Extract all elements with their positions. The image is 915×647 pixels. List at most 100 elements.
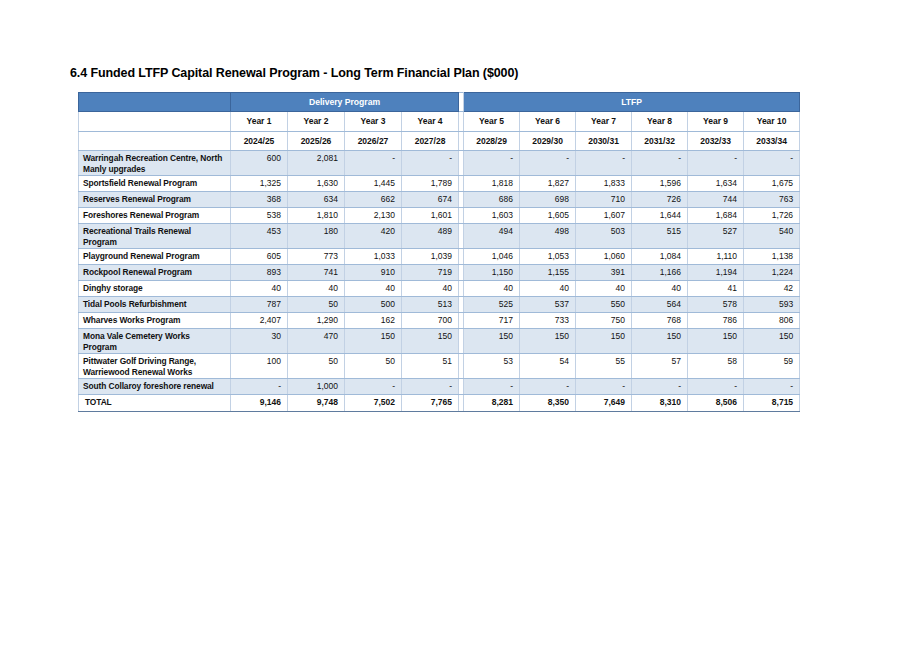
year-header: Year 7 bbox=[576, 112, 632, 132]
value-cell: - bbox=[464, 379, 520, 395]
value-cell: 719 bbox=[402, 265, 459, 281]
value-cell: 503 bbox=[576, 224, 632, 249]
fiscal-year-header: 2031/32 bbox=[632, 132, 688, 151]
value-cell: 525 bbox=[464, 297, 520, 313]
value-cell: 1,630 bbox=[288, 176, 345, 192]
total-value-cell: 8,281 bbox=[464, 395, 520, 412]
value-cell: 750 bbox=[576, 313, 632, 329]
total-label: TOTAL bbox=[79, 395, 231, 412]
value-cell: 674 bbox=[402, 192, 459, 208]
value-cell: 910 bbox=[345, 265, 402, 281]
value-cell: 1,084 bbox=[632, 249, 688, 265]
value-cell: 1,607 bbox=[576, 208, 632, 224]
table-row: Tidal Pools Refurbishment787505005135255… bbox=[79, 297, 800, 313]
value-cell: - bbox=[402, 379, 459, 395]
value-cell: 634 bbox=[288, 192, 345, 208]
value-cell: 744 bbox=[688, 192, 744, 208]
value-cell: 150 bbox=[345, 329, 402, 354]
value-cell: 1,150 bbox=[464, 265, 520, 281]
value-cell: 1,060 bbox=[576, 249, 632, 265]
value-cell: - bbox=[688, 151, 744, 176]
value-cell: 662 bbox=[345, 192, 402, 208]
fiscal-year-header: 2028/29 bbox=[464, 132, 520, 151]
fiscal-year-header: 2032/33 bbox=[688, 132, 744, 151]
value-cell: 150 bbox=[688, 329, 744, 354]
value-cell: 768 bbox=[632, 313, 688, 329]
table-row: Playground Renewal Program6057731,0331,0… bbox=[79, 249, 800, 265]
value-cell: 787 bbox=[231, 297, 288, 313]
value-cell: - bbox=[744, 151, 800, 176]
value-cell: - bbox=[576, 151, 632, 176]
value-cell: 40 bbox=[345, 281, 402, 297]
value-cell: 498 bbox=[520, 224, 576, 249]
table-row: Foreshores Renewal Program5381,8102,1301… bbox=[79, 208, 800, 224]
value-cell: 1,596 bbox=[632, 176, 688, 192]
value-cell: 420 bbox=[345, 224, 402, 249]
total-value-cell: 8,310 bbox=[632, 395, 688, 412]
table-row: Dinghy storage40404040404040404142 bbox=[79, 281, 800, 297]
table-row: Delivery ProgramLTFP bbox=[79, 93, 800, 112]
value-cell: 51 bbox=[402, 354, 459, 379]
value-cell: 500 bbox=[345, 297, 402, 313]
value-cell: - bbox=[520, 151, 576, 176]
value-cell: 1,039 bbox=[402, 249, 459, 265]
year-header: Year 3 bbox=[345, 112, 402, 132]
value-cell: 733 bbox=[520, 313, 576, 329]
value-cell: 40 bbox=[520, 281, 576, 297]
value-cell: 40 bbox=[464, 281, 520, 297]
value-cell: 1,053 bbox=[520, 249, 576, 265]
value-cell: 515 bbox=[632, 224, 688, 249]
value-cell: 786 bbox=[688, 313, 744, 329]
row-label: Reserves Renewal Program bbox=[79, 192, 231, 208]
row-label: South Collaroy foreshore renewal bbox=[79, 379, 231, 395]
value-cell: 686 bbox=[464, 192, 520, 208]
label-column-header bbox=[79, 112, 231, 132]
year-header: Year 9 bbox=[688, 112, 744, 132]
value-cell: 40 bbox=[402, 281, 459, 297]
fiscal-year-header: 2029/30 bbox=[520, 132, 576, 151]
value-cell: 1,046 bbox=[464, 249, 520, 265]
value-cell: 40 bbox=[288, 281, 345, 297]
group-header-delivery-program: Delivery Program bbox=[231, 93, 459, 112]
value-cell: 58 bbox=[688, 354, 744, 379]
year-header: Year 1 bbox=[231, 112, 288, 132]
value-cell: 1,684 bbox=[688, 208, 744, 224]
value-cell: 1,224 bbox=[744, 265, 800, 281]
value-cell: 1,194 bbox=[688, 265, 744, 281]
value-cell: 700 bbox=[402, 313, 459, 329]
total-value-cell: 9,748 bbox=[288, 395, 345, 412]
table-row: Rockpool Renewal Program8937419107191,15… bbox=[79, 265, 800, 281]
value-cell: 1,033 bbox=[345, 249, 402, 265]
row-label: Pittwater Golf Driving Range, Warriewood… bbox=[79, 354, 231, 379]
value-cell: 50 bbox=[288, 297, 345, 313]
value-cell: 1,155 bbox=[520, 265, 576, 281]
value-cell: - bbox=[632, 151, 688, 176]
value-cell: 1,827 bbox=[520, 176, 576, 192]
document-page: { "page": { "title": "6.4 Funded LTFP Ca… bbox=[0, 0, 915, 647]
value-cell: 150 bbox=[632, 329, 688, 354]
value-cell: - bbox=[744, 379, 800, 395]
table-row: Wharves Works Program2,4071,290162700717… bbox=[79, 313, 800, 329]
table-row: Recreational Trails Renewal Program45318… bbox=[79, 224, 800, 249]
value-cell: 527 bbox=[688, 224, 744, 249]
table-row: Sportsfield Renewal Program1,3251,6301,4… bbox=[79, 176, 800, 192]
value-cell: 2,130 bbox=[345, 208, 402, 224]
value-cell: 763 bbox=[744, 192, 800, 208]
value-cell: 600 bbox=[231, 151, 288, 176]
value-cell: 710 bbox=[576, 192, 632, 208]
total-value-cell: 7,649 bbox=[576, 395, 632, 412]
value-cell: 1,634 bbox=[688, 176, 744, 192]
value-cell: 53 bbox=[464, 354, 520, 379]
value-cell: 1,818 bbox=[464, 176, 520, 192]
total-value-cell: 8,350 bbox=[520, 395, 576, 412]
value-cell: 726 bbox=[632, 192, 688, 208]
year-header: Year 6 bbox=[520, 112, 576, 132]
value-cell: 1,000 bbox=[288, 379, 345, 395]
row-label: Foreshores Renewal Program bbox=[79, 208, 231, 224]
value-cell: 470 bbox=[288, 329, 345, 354]
total-value-cell: 9,146 bbox=[231, 395, 288, 412]
value-cell: 40 bbox=[576, 281, 632, 297]
value-cell: 893 bbox=[231, 265, 288, 281]
fiscal-year-header: 2027/28 bbox=[402, 132, 459, 151]
value-cell: 578 bbox=[688, 297, 744, 313]
